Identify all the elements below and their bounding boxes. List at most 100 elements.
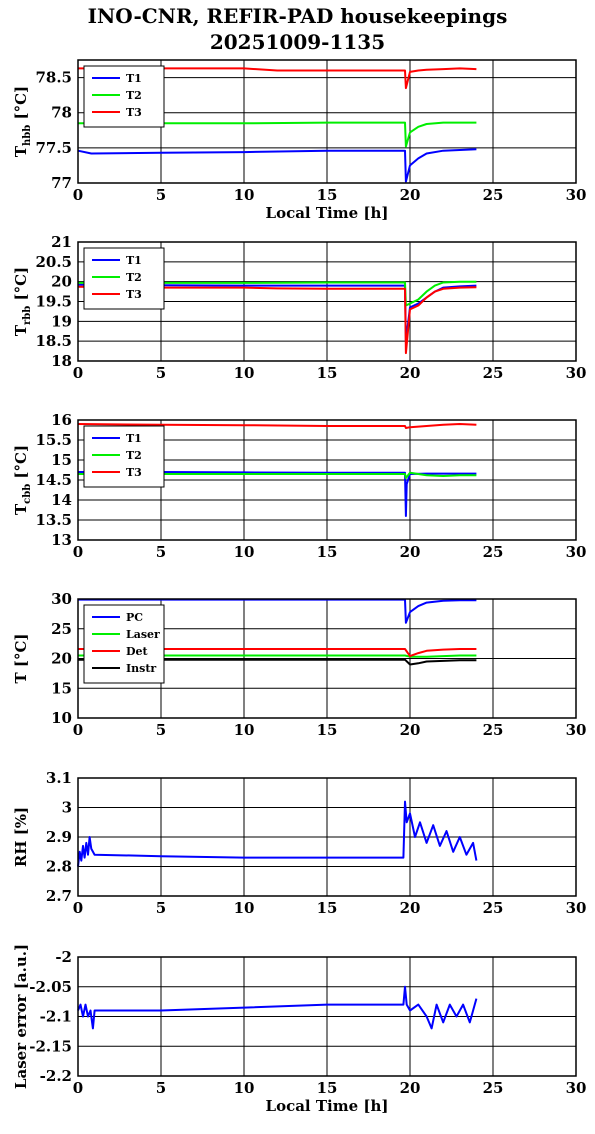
- panel-6-xtick-label: 15: [317, 1079, 338, 1097]
- panel-2-ytick-label: 19: [51, 312, 72, 330]
- panel-3-xtick-label: 25: [483, 543, 504, 561]
- panel-2-ytick-label: 19.5: [35, 293, 72, 311]
- panel-2-ytick-label: 21: [51, 233, 72, 251]
- panel-5-ytick-label: 3: [62, 799, 72, 817]
- panel-1-ylabel: Thbb [°C]: [12, 86, 33, 157]
- panel-6-xtick-label: 0: [73, 1079, 83, 1097]
- panel-3-xtick-label: 0: [73, 543, 83, 561]
- panel-5-ylabel: RH [%]: [12, 807, 30, 867]
- panel-2-series-t2: [78, 280, 477, 307]
- panel-4-ytick-label: 10: [51, 709, 72, 727]
- panel-6-ytick-label: -2.1: [40, 1008, 72, 1026]
- panel-3-series-t3: [77, 423, 477, 429]
- panel-2-frame: [77, 241, 577, 362]
- panel-2-xtick-label: 15: [317, 364, 338, 382]
- panel-2-series-t3: [77, 285, 477, 355]
- panel-6-xtick-label: 10: [234, 1079, 255, 1097]
- panel-4-xtick-label: 25: [483, 721, 504, 739]
- panel-3-ytick-label: 13: [51, 531, 72, 549]
- panel-2-xtick-label: 0: [73, 364, 83, 382]
- panel-4-series-instr: [78, 658, 477, 666]
- panel-3-ytick-label: 14: [51, 491, 72, 509]
- panel-3-ytick-label: 15: [51, 451, 72, 469]
- panel-4-legend-label: Laser: [126, 628, 160, 641]
- panel-3-ytick-label: 16: [51, 411, 72, 429]
- panel-2-ytick-label: 18: [51, 352, 72, 370]
- panel-3-series-t1: [78, 471, 477, 517]
- panel-2-ytick-label: 20.5: [35, 253, 72, 271]
- panel-4-xtick-label: 0: [73, 721, 83, 739]
- panel-3-ytick-label: 13.5: [35, 511, 72, 529]
- panel-1-legend-label: T1: [126, 72, 142, 85]
- panel-6-xtick-label: 20: [400, 1079, 421, 1097]
- panel-2-ytick-label: 18.5: [35, 332, 72, 350]
- panel-3-ylabel: Tcbb [°C]: [12, 445, 33, 515]
- panel-6-frame: [77, 956, 577, 1077]
- panel-2-ytick-label: 20: [51, 273, 72, 291]
- panel-5-xtick-label: 0: [73, 899, 83, 917]
- panel-2-legend: [83, 247, 165, 310]
- panel-3-ytick-label: 15.5: [35, 431, 72, 449]
- panel-1-ytick-label: 77: [51, 174, 72, 192]
- panel-1-xtick-label: 20: [400, 186, 421, 204]
- panel-2-xtick-label: 25: [483, 364, 504, 382]
- panel-2-xtick-label: 30: [566, 364, 587, 382]
- panel-5-xtick-label: 15: [317, 899, 338, 917]
- panel-1-xtick-label: 0: [73, 186, 83, 204]
- panel-3-legend-label: T2: [126, 449, 142, 462]
- panel-4-series-laser: [78, 654, 477, 658]
- panel-4-xtick-label: 30: [566, 721, 587, 739]
- panel-3-legend-label: T3: [126, 466, 142, 479]
- panel-4-ytick-label: 20: [51, 650, 72, 668]
- panel-5-frame: [77, 777, 577, 897]
- panel-6-ylabel: Laser error [a.u.]: [12, 944, 30, 1089]
- panel-1-ytick-label: 77.5: [35, 139, 72, 157]
- panel-3-legend-label: T1: [126, 432, 142, 445]
- panel-4-frame: [77, 598, 577, 719]
- panel-5-xtick-label: 5: [156, 899, 166, 917]
- panel-3-series-t2: [78, 471, 477, 479]
- panel-2-legend-label: T1: [126, 254, 142, 267]
- panel-3-ytick-label: 14.5: [35, 471, 72, 489]
- panel-1-series-t2: [78, 121, 477, 148]
- panel-5-xtick-label: 30: [566, 899, 587, 917]
- panel-1-legend: [83, 65, 165, 128]
- panel-6-ytick-label: -2: [55, 948, 72, 966]
- panel-4-xtick-label: 15: [317, 721, 338, 739]
- panel-6-xtick-label: 25: [483, 1079, 504, 1097]
- panel-3-xtick-label: 10: [234, 543, 255, 561]
- panel-3-xtick-label: 15: [317, 543, 338, 561]
- panel-4-ylabel: T [°C]: [12, 633, 30, 683]
- panel-1-xtick-label: 10: [234, 186, 255, 204]
- panel-4-xtick-label: 10: [234, 721, 255, 739]
- panel-1-frame: [77, 59, 577, 184]
- panel-6-xlabel: Local Time [h]: [266, 1097, 389, 1115]
- panel-1-series-t3: [78, 67, 477, 90]
- panel-3-xtick-label: 5: [156, 543, 166, 561]
- panel-4-legend-label: Det: [126, 645, 149, 658]
- panel-1-xtick-label: 30: [566, 186, 587, 204]
- panel-3-xtick-label: 20: [400, 543, 421, 561]
- panel-5-xtick-label: 25: [483, 899, 504, 917]
- panel-5-ytick-label: 2.8: [46, 858, 72, 876]
- panel-2-series-t1: [77, 283, 477, 343]
- chart-subtitle: 20251009-1135: [209, 30, 386, 54]
- panel-4-ytick-label: 25: [51, 620, 72, 638]
- panel-1-xlabel: Local Time [h]: [266, 204, 389, 222]
- panel-1-xtick-label: 5: [156, 186, 166, 204]
- panel-4-xtick-label: 20: [400, 721, 421, 739]
- panel-5-xtick-label: 20: [400, 899, 421, 917]
- panel-4-legend-label: PC: [126, 611, 143, 624]
- panel-6-series-line: [77, 985, 478, 1030]
- panel-1-ytick-label: 78: [51, 104, 72, 122]
- panel-3-xtick-label: 30: [566, 543, 587, 561]
- panel-5-ytick-label: 2.9: [46, 828, 72, 846]
- panel-3-legend: [83, 425, 165, 488]
- panel-4-xtick-label: 5: [156, 721, 166, 739]
- panel-4-series-det: [78, 648, 477, 658]
- panel-3-frame: [77, 419, 577, 541]
- panel-6-ytick-label: -2.05: [29, 978, 72, 996]
- panel-2-legend-label: T2: [126, 271, 142, 284]
- chart-title: INO-CNR, REFIR-PAD housekeepings: [87, 4, 508, 28]
